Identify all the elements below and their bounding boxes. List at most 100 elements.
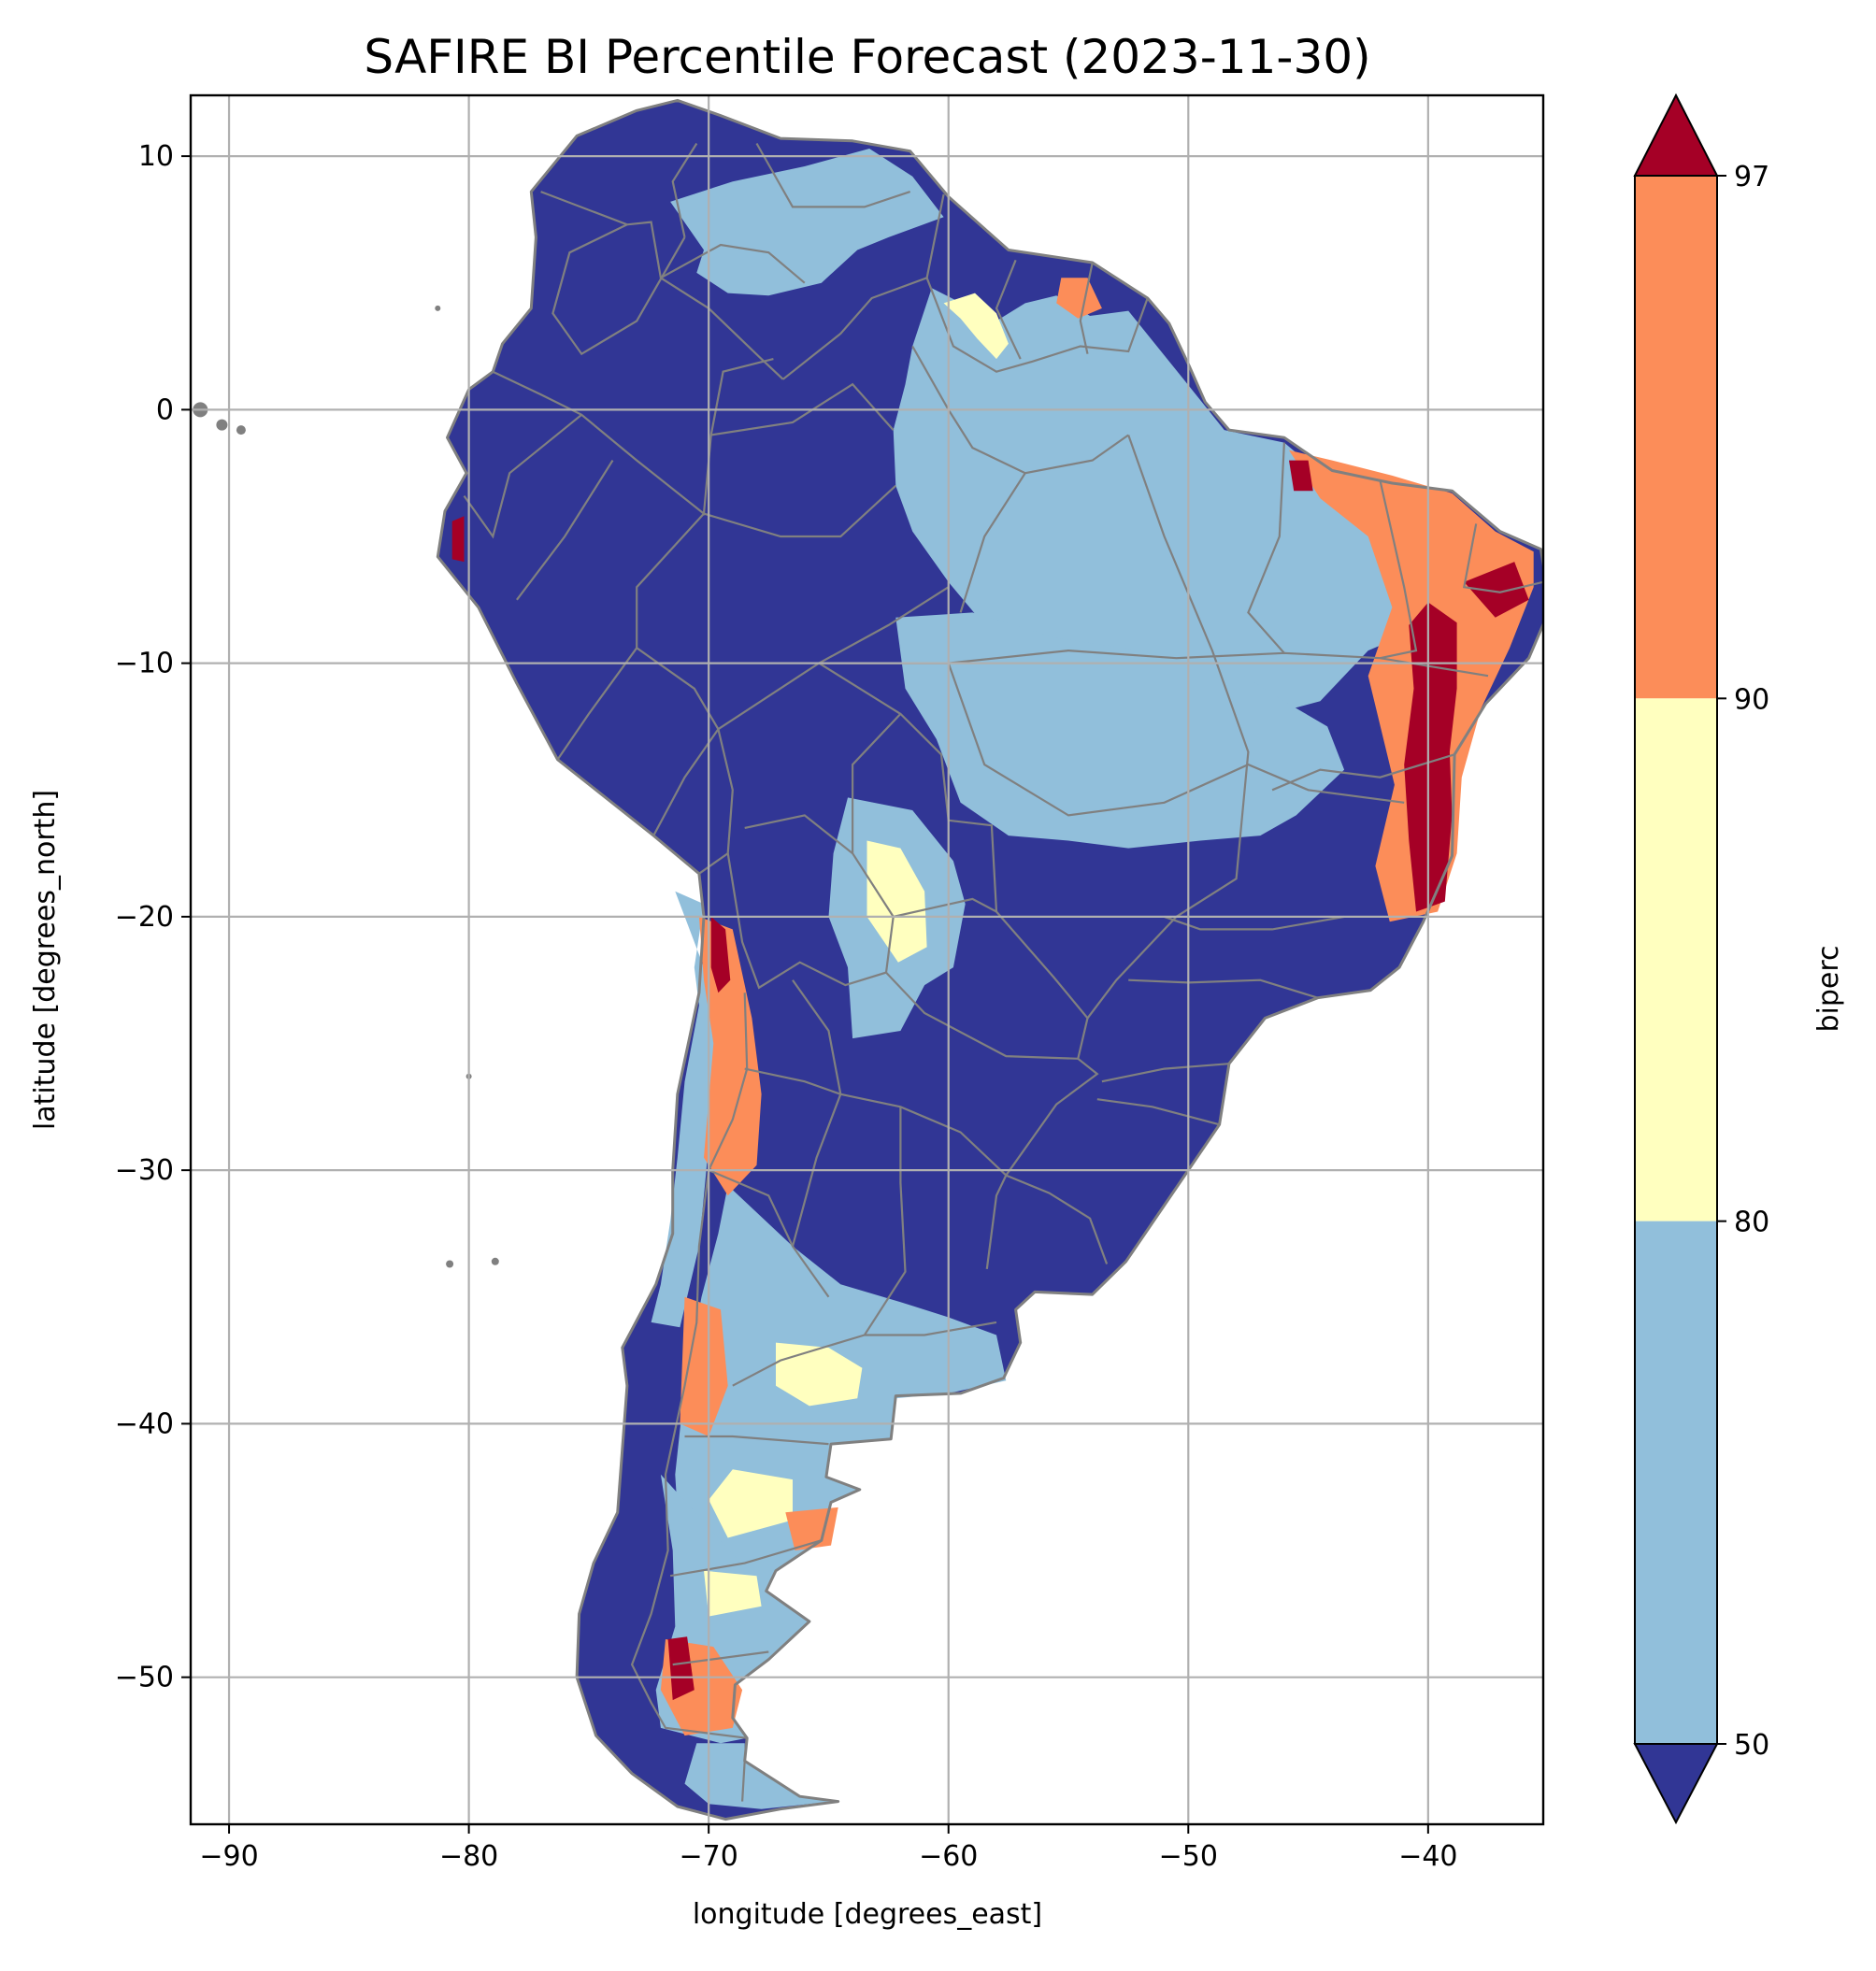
y-axis: 10 0 −10 −20 −30 −40 −50 <box>115 140 191 1694</box>
map-plot-area <box>191 95 1543 1824</box>
region-ecuador-coast <box>451 516 465 563</box>
x-tick-label: −50 <box>1159 1840 1218 1873</box>
border-line <box>463 413 582 539</box>
border-line <box>1247 442 1285 654</box>
colorbar-bin <box>1635 698 1717 1221</box>
chart-title: SAFIRE BI Percentile Forecast (2023-11-3… <box>364 30 1370 84</box>
y-tick-label: −30 <box>115 1154 174 1187</box>
y-tick-label: −40 <box>115 1407 174 1440</box>
colorbar-tick-label: 80 <box>1734 1207 1769 1239</box>
border-line <box>1005 1174 1109 1264</box>
border-line <box>1379 480 1418 660</box>
border-line <box>660 243 806 284</box>
region-atacama-puna <box>710 916 731 993</box>
region-maranhao-coast <box>1289 460 1313 492</box>
region-bolivia-chaco <box>866 840 927 963</box>
colorbar-frame <box>1634 175 1718 1745</box>
border-line <box>1101 1063 1229 1083</box>
border-line <box>1271 753 1455 792</box>
region-french-guiana <box>1056 278 1102 319</box>
border-line <box>755 142 911 208</box>
border-line <box>492 358 774 516</box>
border-line <box>684 1435 829 1446</box>
border-line <box>710 382 895 436</box>
island-marker <box>236 425 246 436</box>
region-patagonia-central <box>704 1570 762 1617</box>
border-line <box>744 1067 841 1095</box>
island-marker <box>446 1260 454 1268</box>
percentile-regions <box>437 100 1543 1820</box>
region-rio-grande-do-norte <box>1464 562 1529 618</box>
region-guiana-llanos <box>670 149 944 296</box>
border-line <box>636 512 734 875</box>
border-line <box>840 1093 1008 1177</box>
border-line <box>551 223 686 356</box>
border-line <box>1079 262 1094 354</box>
region-andes-north-argentina <box>698 916 762 1196</box>
colorbar-extend-min <box>1633 1743 1719 1825</box>
colorbar-tick-label: 90 <box>1734 683 1769 716</box>
border-line <box>703 484 897 538</box>
border-line <box>818 586 950 664</box>
border-line <box>672 1650 769 1666</box>
border-line <box>852 713 902 918</box>
x-axis-label: longitude [degrees_east] <box>693 1898 1042 1931</box>
gridlines <box>191 95 1543 1824</box>
border-line <box>1086 435 1250 1020</box>
colorbar-extend-max <box>1633 93 1719 177</box>
colorbar-tick-label: 50 <box>1734 1729 1769 1762</box>
x-tick-label: −90 <box>199 1840 258 1873</box>
border-line <box>1096 1098 1220 1126</box>
border-line <box>995 259 1022 360</box>
island-marker <box>435 305 441 311</box>
border-line <box>741 1761 746 1802</box>
region-andes-lowland-west <box>651 891 723 1328</box>
region-guyana-coast <box>943 293 1009 360</box>
colorbar-label: biperc <box>1812 945 1845 1032</box>
x-axis: −90 −80 −70 −60 −50 −40 <box>199 1824 1458 1873</box>
coastline <box>436 98 1543 1821</box>
region-la-pampa <box>776 1342 863 1407</box>
border-line <box>1128 978 1319 999</box>
region-patagonia-north <box>709 1469 793 1538</box>
map-frame <box>189 93 1545 1826</box>
region-mendoza-neuquen <box>680 1296 728 1436</box>
y-tick-label: −20 <box>115 901 174 934</box>
region-amazon-east <box>893 288 1457 714</box>
border-line <box>556 647 638 761</box>
region-tierra-del-fuego <box>684 1743 834 1809</box>
border-line <box>1463 523 1543 593</box>
border-line <box>782 193 945 380</box>
x-tick-label: −70 <box>680 1840 738 1873</box>
country-borders <box>193 98 1543 1821</box>
region-brazil-northeast-belt <box>1289 450 1534 922</box>
border-line <box>630 993 749 1739</box>
y-tick-label: 0 <box>156 393 174 426</box>
colorbar-tick-label: 97 <box>1734 161 1769 193</box>
y-tick-label: −10 <box>115 648 174 680</box>
colorbar: 50 80 90 97 <box>1633 93 1769 1825</box>
region-bahia-interior <box>1404 602 1457 912</box>
x-tick-label: −60 <box>919 1840 978 1873</box>
border-line <box>669 1539 823 1578</box>
x-tick-label: −80 <box>439 1840 498 1873</box>
y-tick-label: −50 <box>115 1662 174 1694</box>
island-marker <box>216 419 228 431</box>
border-line <box>744 814 853 854</box>
border-line <box>516 460 614 601</box>
region-chubut-coast <box>785 1507 838 1550</box>
border-line <box>708 1169 830 1298</box>
colorbar-bin <box>1635 176 1717 699</box>
border-line <box>652 728 720 836</box>
border-line <box>1164 915 1345 931</box>
region-cerrado-central <box>895 612 1345 849</box>
border-line <box>911 345 1129 475</box>
island-marker <box>491 1257 499 1265</box>
border-line <box>864 1321 997 1336</box>
border-line <box>959 472 1026 613</box>
y-tick-label: 10 <box>138 140 174 173</box>
region-santa-cruz-west <box>667 1636 695 1701</box>
y-axis-label: latitude [degrees_north] <box>29 790 62 1130</box>
border-line <box>925 277 1149 373</box>
border-line <box>985 1057 1099 1270</box>
